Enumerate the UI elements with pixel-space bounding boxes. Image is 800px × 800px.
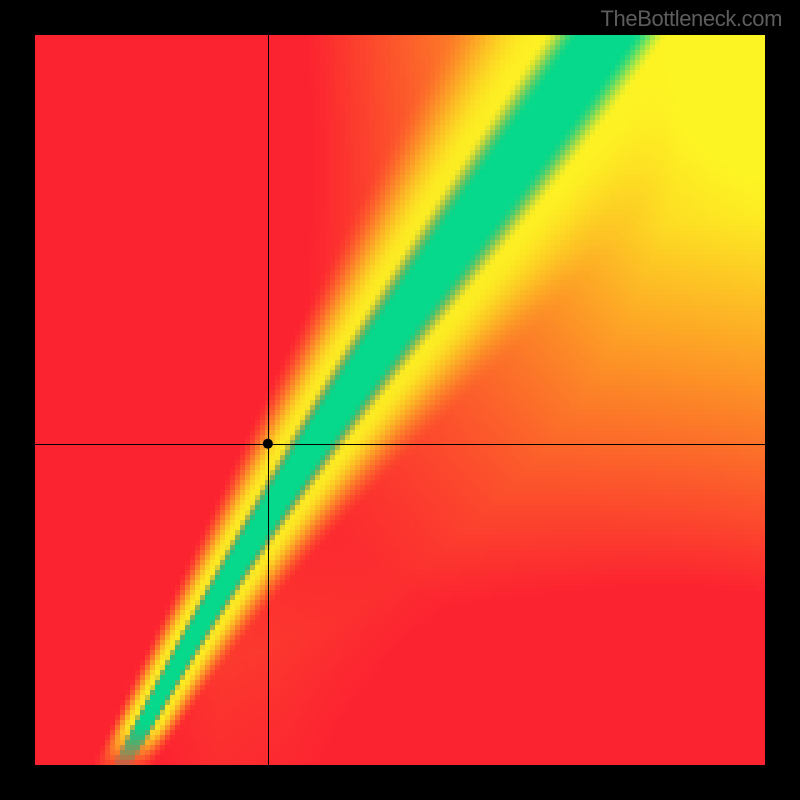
crosshair-overlay bbox=[0, 0, 800, 800]
watermark-text: TheBottleneck.com bbox=[600, 6, 782, 32]
bottleneck-chart-root: { "watermark": "TheBottleneck.com", "can… bbox=[0, 0, 800, 800]
